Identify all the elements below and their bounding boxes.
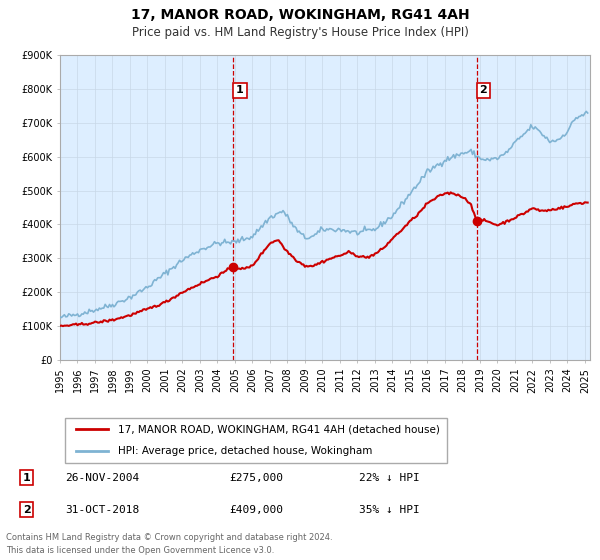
Text: 31-OCT-2018: 31-OCT-2018 <box>65 505 139 515</box>
Text: 26-NOV-2004: 26-NOV-2004 <box>65 473 139 483</box>
Text: 1: 1 <box>236 86 244 96</box>
Text: Price paid vs. HM Land Registry's House Price Index (HPI): Price paid vs. HM Land Registry's House … <box>131 26 469 39</box>
Text: 1: 1 <box>23 473 31 483</box>
Text: £409,000: £409,000 <box>229 505 283 515</box>
Text: 22% ↓ HPI: 22% ↓ HPI <box>359 473 419 483</box>
Text: 2: 2 <box>23 505 31 515</box>
FancyBboxPatch shape <box>65 418 447 463</box>
Text: 17, MANOR ROAD, WOKINGHAM, RG41 4AH: 17, MANOR ROAD, WOKINGHAM, RG41 4AH <box>131 8 469 22</box>
Text: 17, MANOR ROAD, WOKINGHAM, RG41 4AH (detached house): 17, MANOR ROAD, WOKINGHAM, RG41 4AH (det… <box>118 424 440 434</box>
Text: £275,000: £275,000 <box>229 473 283 483</box>
Text: HPI: Average price, detached house, Wokingham: HPI: Average price, detached house, Woki… <box>118 446 373 456</box>
Text: This data is licensed under the Open Government Licence v3.0.: This data is licensed under the Open Gov… <box>6 546 274 555</box>
Text: Contains HM Land Registry data © Crown copyright and database right 2024.: Contains HM Land Registry data © Crown c… <box>6 533 332 542</box>
Text: 2: 2 <box>479 86 487 96</box>
Text: 35% ↓ HPI: 35% ↓ HPI <box>359 505 419 515</box>
